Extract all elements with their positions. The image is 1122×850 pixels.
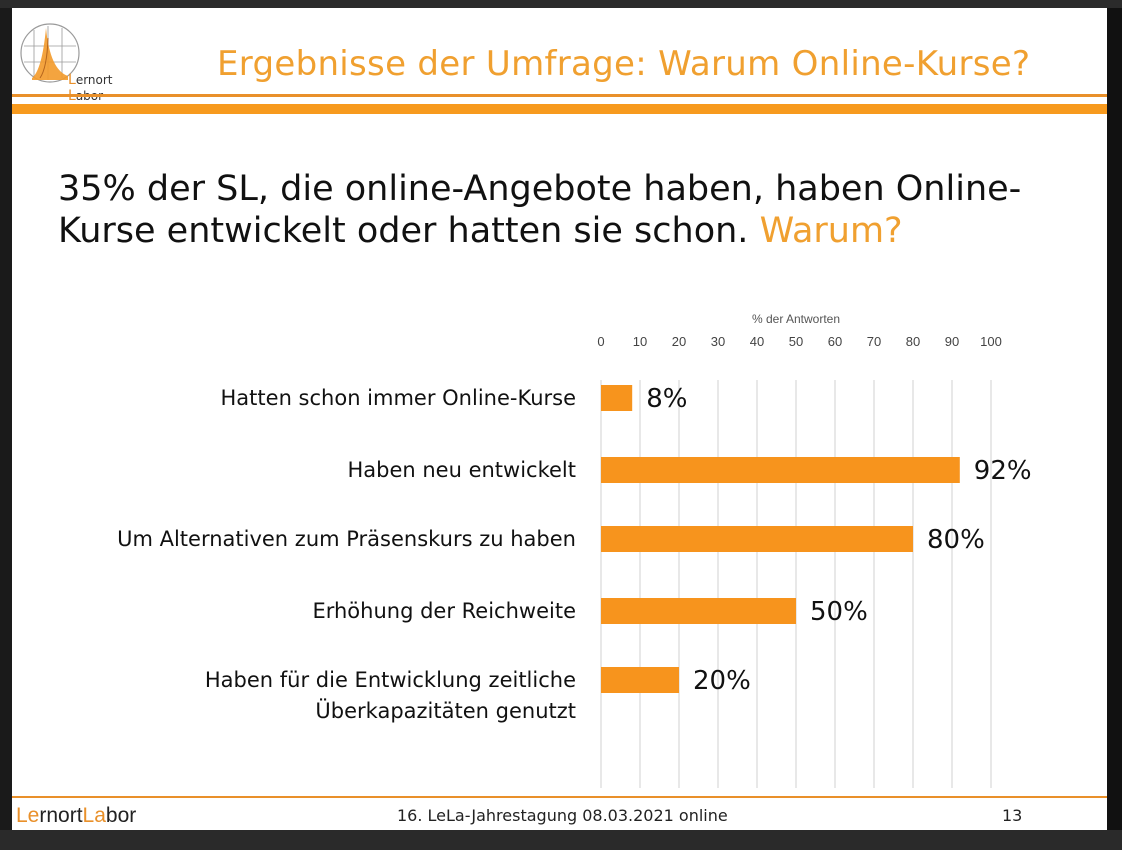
logo-emblem-icon: [20, 23, 80, 83]
page-number: 13: [1002, 806, 1023, 825]
tick-label: 0: [597, 334, 604, 349]
bar: [601, 526, 913, 552]
lead-statement: 35% der SL, die online-Angebote haben, h…: [58, 168, 1098, 252]
bar: [601, 598, 796, 624]
axis-title: % der Antworten: [752, 312, 840, 326]
header-accent-bar: [12, 104, 1107, 114]
lernortlabor-logo: Lernort Labor: [20, 20, 144, 104]
lead-question: Warum?: [759, 211, 903, 251]
tick-label: 90: [945, 334, 959, 349]
tick-label: 80: [906, 334, 920, 349]
tick-label: 20: [672, 334, 686, 349]
category-label: Um Alternativen zum Präsenskurs zu haben: [117, 527, 576, 551]
category-label: Überkapazitäten genutzt: [315, 698, 576, 723]
tick-label: 100: [980, 334, 1002, 349]
tick-label: 10: [633, 334, 647, 349]
category-label: Hatten schon immer Online-Kurse: [221, 386, 576, 410]
data-label: 80%: [927, 525, 985, 555]
footer-event: 16. LeLa-Jahrestagung 08.03.2021 online: [397, 806, 728, 825]
data-label: 8%: [646, 384, 687, 414]
footer-divider: [12, 796, 1107, 798]
tick-label: 30: [711, 334, 725, 349]
window-right-edge: [1107, 8, 1122, 830]
window-top-bar: [0, 0, 1122, 8]
lead-text: 35% der SL, die online-Angebote haben, h…: [58, 169, 1022, 251]
logo-wordmark: Lernort Labor: [68, 72, 113, 104]
slide-title: Ergebnisse der Umfrage: Warum Online-Kur…: [217, 44, 1031, 84]
tick-label: 60: [828, 334, 842, 349]
bar: [601, 385, 633, 411]
presentation-slide: Lernort Labor Ergebnisse der Umfrage: Wa…: [12, 8, 1107, 830]
category-label: Haben für die Entwicklung zeitliche: [205, 668, 576, 692]
header-divider: [12, 94, 1107, 97]
category-label: Haben neu entwickelt: [347, 458, 576, 482]
tick-label: 70: [867, 334, 881, 349]
bar-chart: % der Antworten 0 10 20 30 40 50 60 70 80 90 100 Hat…: [117, 312, 1032, 788]
data-label: 50%: [810, 597, 868, 627]
tick-label: 50: [789, 334, 803, 349]
bar: [601, 457, 960, 483]
footer-brand: LernortLabor: [16, 804, 137, 827]
window-bottom-edge: [0, 830, 1122, 850]
tick-label: 40: [750, 334, 764, 349]
data-label: 92%: [974, 456, 1032, 486]
category-label: Erhöhung der Reichweite: [312, 599, 576, 623]
data-label: 20%: [693, 666, 751, 696]
bar: [601, 667, 679, 693]
